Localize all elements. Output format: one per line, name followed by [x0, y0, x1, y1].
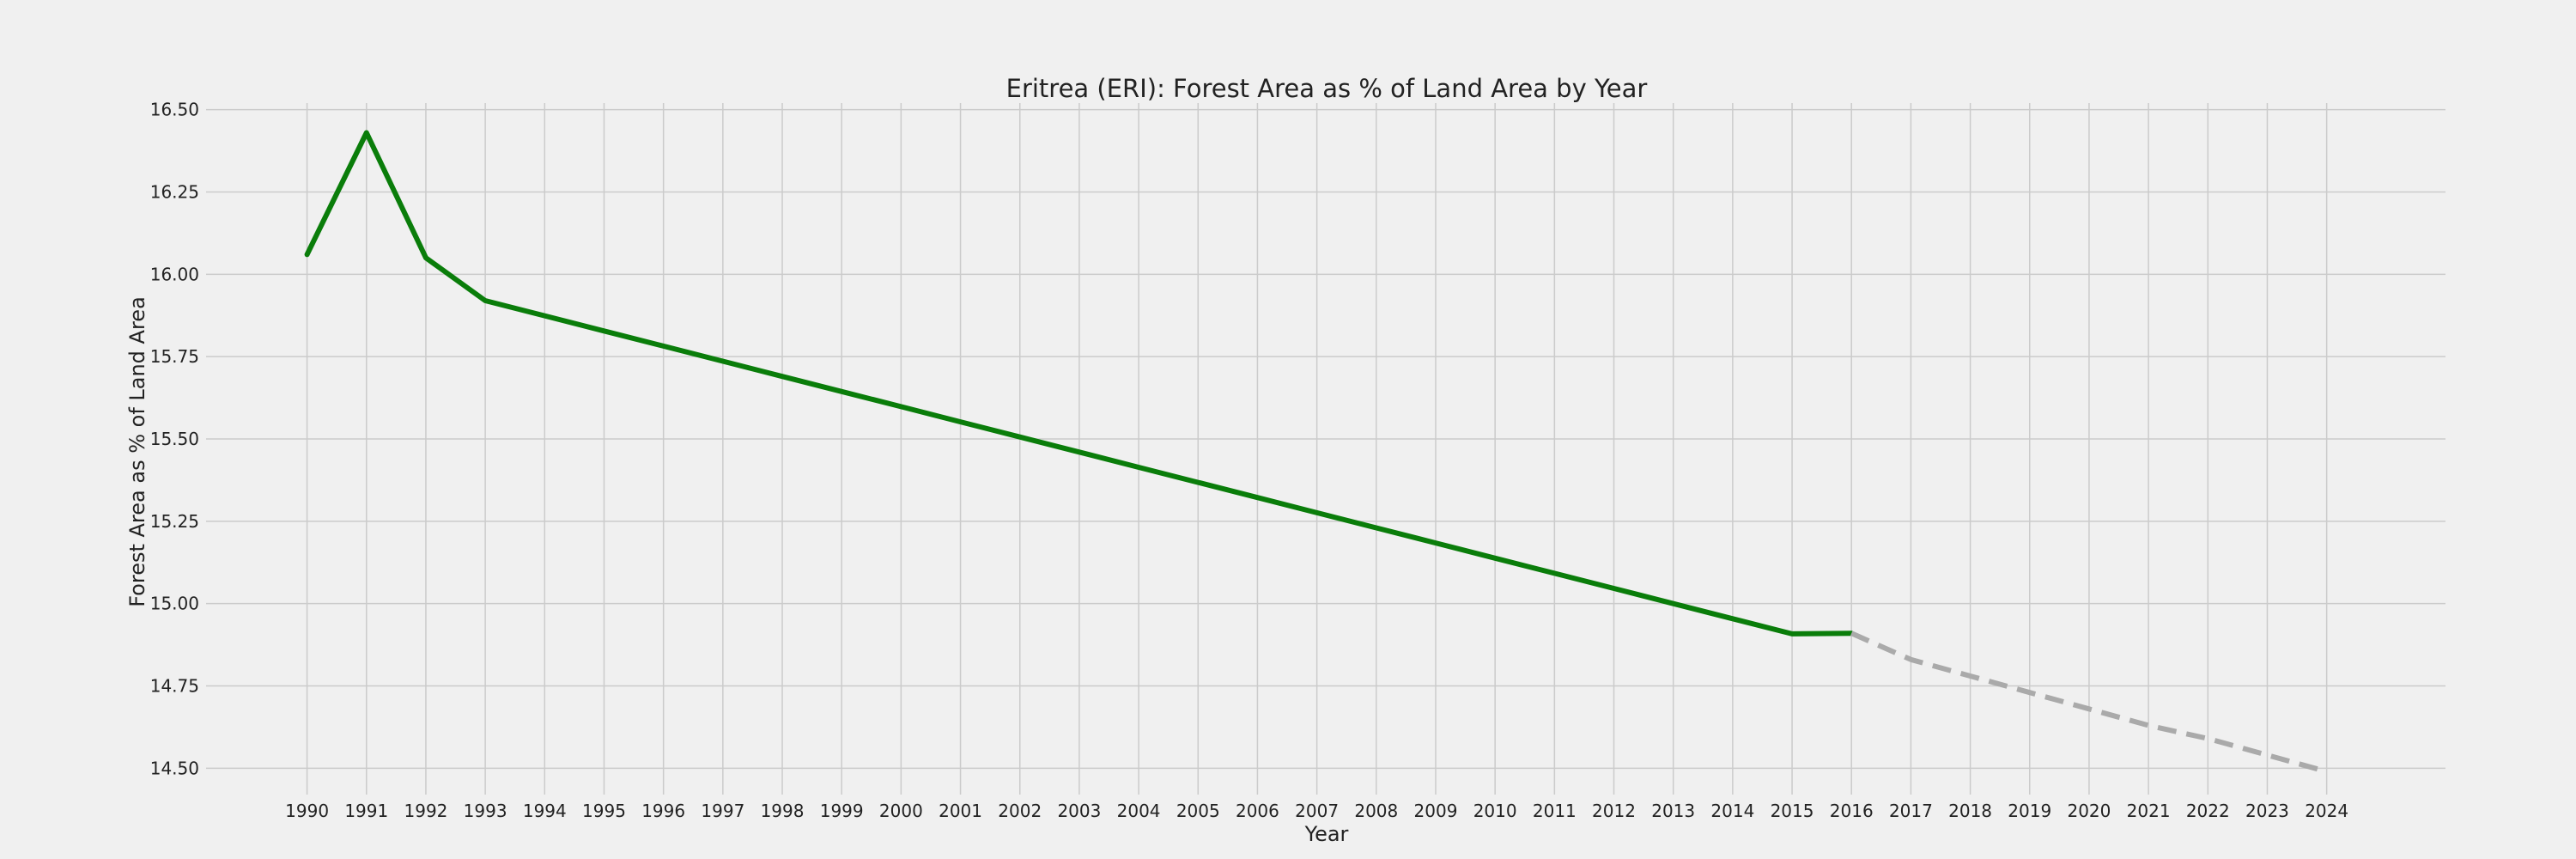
- x-tick-label: 2023: [2245, 801, 2289, 821]
- x-tick-label: 2016: [1830, 801, 1874, 821]
- x-tick-label: 2001: [939, 801, 982, 821]
- chart-title: Eritrea (ERI): Forest Area as % of Land …: [1006, 74, 1648, 103]
- x-tick-label: 2015: [1771, 801, 1814, 821]
- x-tick-label: 2009: [1414, 801, 1458, 821]
- y-axis-label: Forest Area as % of Land Area: [125, 296, 149, 607]
- x-tick-label: 1996: [641, 801, 685, 821]
- x-tick-label: 2005: [1176, 801, 1220, 821]
- x-tick-label: 1992: [404, 801, 448, 821]
- x-tick-label: 1993: [464, 801, 507, 821]
- y-tick-label: 15.75: [150, 346, 199, 367]
- x-tick-label: 2003: [1057, 801, 1101, 821]
- x-tick-label: 2021: [2127, 801, 2171, 821]
- y-tick-label: 16.00: [150, 264, 199, 284]
- x-tick-label: 1990: [285, 801, 329, 821]
- x-tick-label: 2013: [1651, 801, 1695, 821]
- x-tick-label: 2011: [1533, 801, 1577, 821]
- x-tick-label: 2010: [1473, 801, 1517, 821]
- x-tick-label: 2014: [1710, 801, 1754, 821]
- x-tick-label: 2006: [1236, 801, 1279, 821]
- x-tick-label: 2004: [1117, 801, 1161, 821]
- x-tick-label: 1995: [582, 801, 626, 821]
- x-tick-label: 2008: [1354, 801, 1398, 821]
- y-tick-label: 15.25: [150, 511, 199, 532]
- x-tick-label: 2018: [1948, 801, 1992, 821]
- y-tick-label: 15.00: [150, 594, 199, 614]
- x-tick-label: 2002: [998, 801, 1042, 821]
- tick-layer: 14.50 14.75 15.00 15.25 15.50 15.75 16.00 16.25…: [150, 100, 2348, 821]
- x-tick-label: 2012: [1592, 801, 1636, 821]
- y-tick-label: 14.50: [150, 758, 199, 778]
- x-axis-label: Year: [1304, 822, 1349, 846]
- x-tick-label: 2019: [2008, 801, 2051, 821]
- x-tick-label: 2020: [2067, 801, 2111, 821]
- y-tick-label: 16.50: [150, 100, 199, 120]
- x-tick-label: 2007: [1295, 801, 1339, 821]
- x-tick-label: 1997: [701, 801, 744, 821]
- x-tick-label: 1999: [820, 801, 864, 821]
- x-tick-label: 1998: [761, 801, 805, 821]
- x-tick-label: 1994: [523, 801, 567, 821]
- x-tick-label: 2024: [2305, 801, 2348, 821]
- forecast-series-line: [1850, 631, 2328, 775]
- y-tick-label: 16.25: [150, 182, 199, 203]
- x-tick-label: 2022: [2186, 801, 2230, 821]
- y-tick-label: 14.75: [150, 676, 199, 697]
- y-tick-label: 15.50: [150, 429, 199, 449]
- series-layer: [304, 130, 2328, 775]
- grid-layer: [206, 103, 2445, 795]
- historical-series-line: [304, 130, 1855, 637]
- x-tick-label: 2017: [1889, 801, 1933, 821]
- x-tick-label: 1991: [344, 801, 388, 821]
- x-tick-label: 2000: [879, 801, 923, 821]
